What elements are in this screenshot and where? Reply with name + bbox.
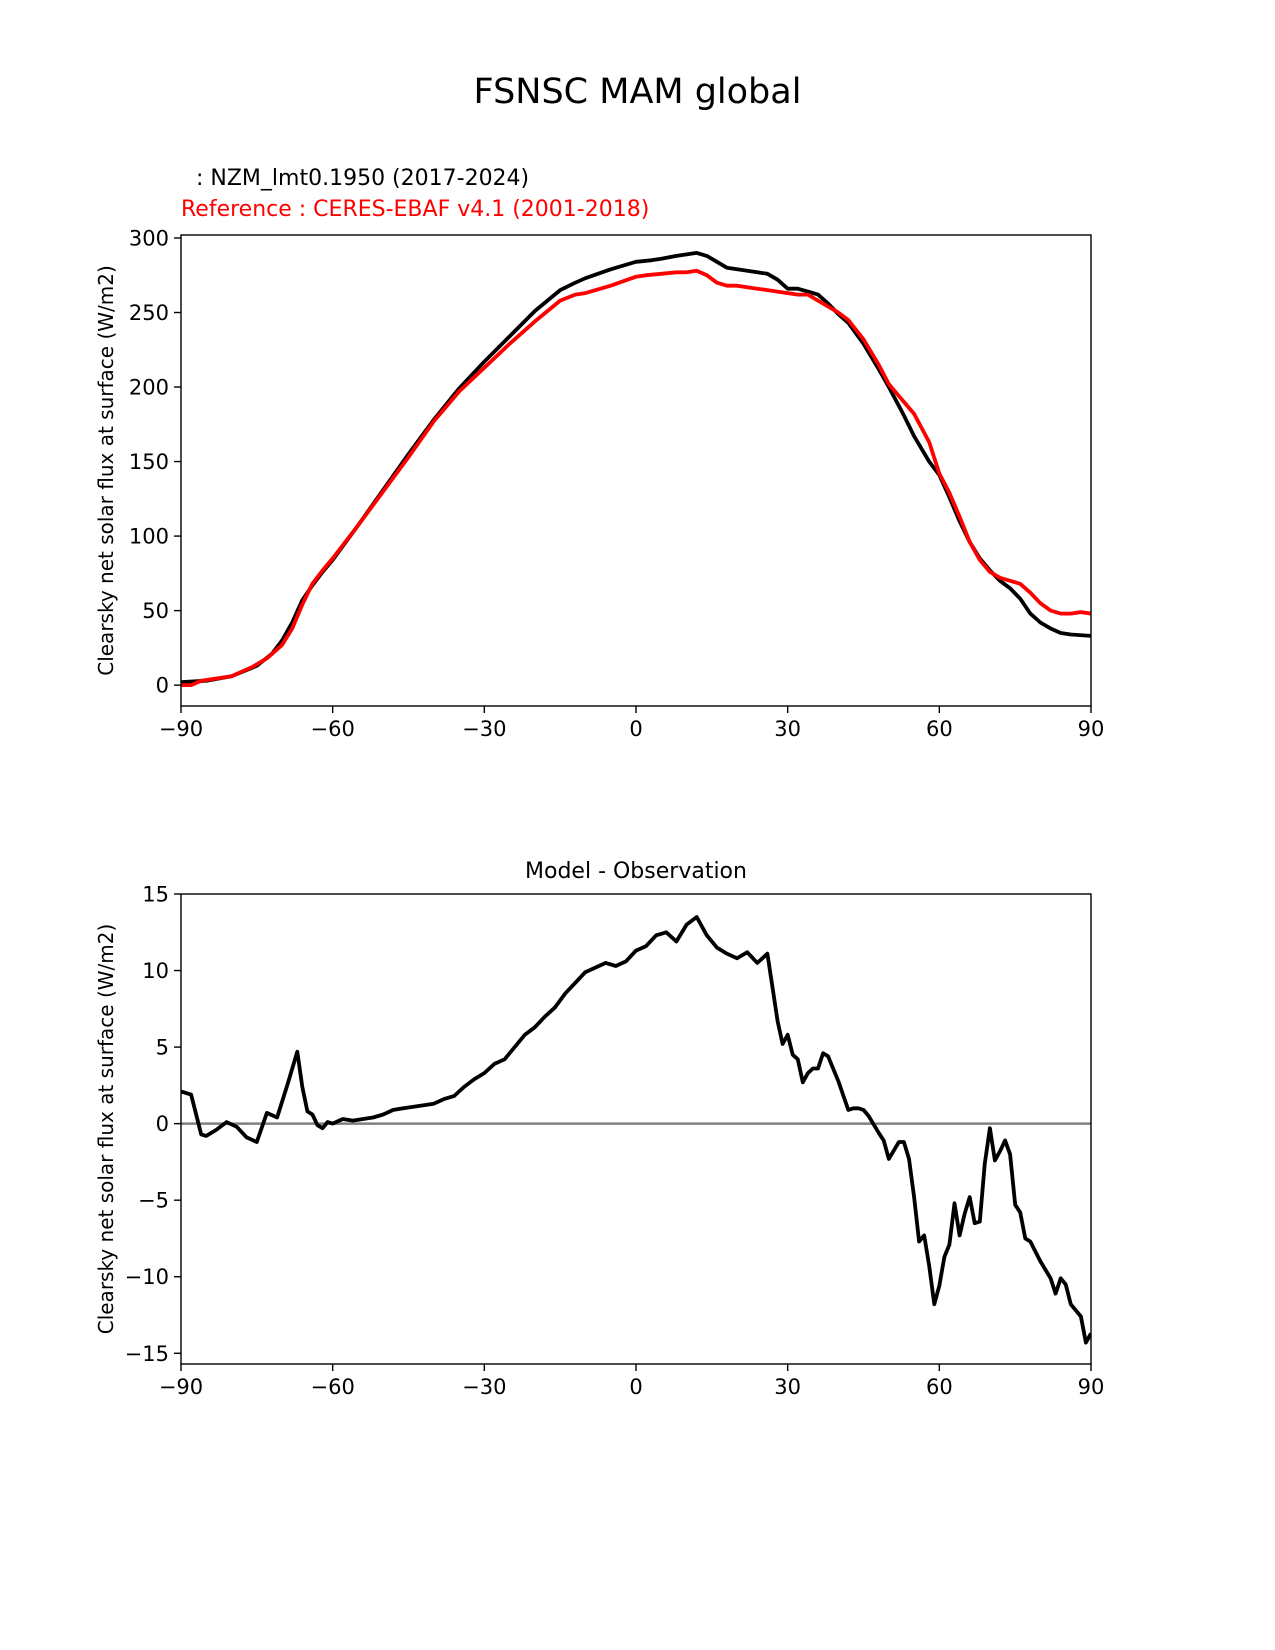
x-tick-label: 60 (926, 717, 953, 741)
y-tick-label: 250 (129, 301, 169, 325)
x-tick-label: −30 (462, 717, 506, 741)
figure-title: FSNSC MAM global (473, 72, 802, 112)
y-tick-label: 5 (156, 1036, 169, 1060)
y-tick-label: −5 (138, 1189, 169, 1213)
y-tick-label: 150 (129, 450, 169, 474)
y-tick-label: 15 (142, 883, 169, 907)
difference-plot-title: Model - Observation (525, 859, 747, 884)
y-tick-label: 100 (129, 525, 169, 549)
x-tick-label: −30 (462, 1375, 506, 1399)
y-tick-label: 200 (129, 376, 169, 400)
y-tick-label: 50 (142, 599, 169, 623)
y-axis-label: Clearsky net solar flux at surface (W/m2… (94, 924, 118, 1335)
y-tick-label: 300 (129, 226, 169, 250)
x-tick-label: 30 (774, 717, 801, 741)
x-tick-label: −90 (159, 717, 203, 741)
x-tick-label: 90 (1078, 717, 1105, 741)
y-tick-label: −10 (125, 1265, 169, 1289)
y-tick-label: 0 (156, 1112, 169, 1136)
series-line-model-observation (181, 915, 1091, 1345)
x-tick-label: 0 (629, 1375, 642, 1399)
y-tick-label: 10 (142, 959, 169, 983)
series-line-reference (181, 268, 1091, 687)
legend-test-label: : NZM_lmt0.1950 (2017-2024) (196, 166, 530, 191)
x-tick-label: 60 (926, 1375, 953, 1399)
y-tick-label: −15 (125, 1342, 169, 1366)
y-axis-label: Clearsky net solar flux at surface (W/m2… (94, 265, 118, 676)
x-tick-label: 30 (774, 1375, 801, 1399)
axes-frame-bottom (180, 893, 1092, 1365)
axes-frame-top (180, 234, 1092, 707)
x-tick-label: 0 (629, 717, 642, 741)
x-tick-label: −90 (159, 1375, 203, 1399)
legend-reference-label: Reference : CERES-EBAF v4.1 (2001-2018) (181, 197, 650, 222)
y-tick-label: 0 (156, 674, 169, 698)
x-tick-label: −60 (311, 717, 355, 741)
series-line-test (181, 250, 1091, 685)
x-tick-label: 90 (1078, 1375, 1105, 1399)
x-tick-label: −60 (311, 1375, 355, 1399)
